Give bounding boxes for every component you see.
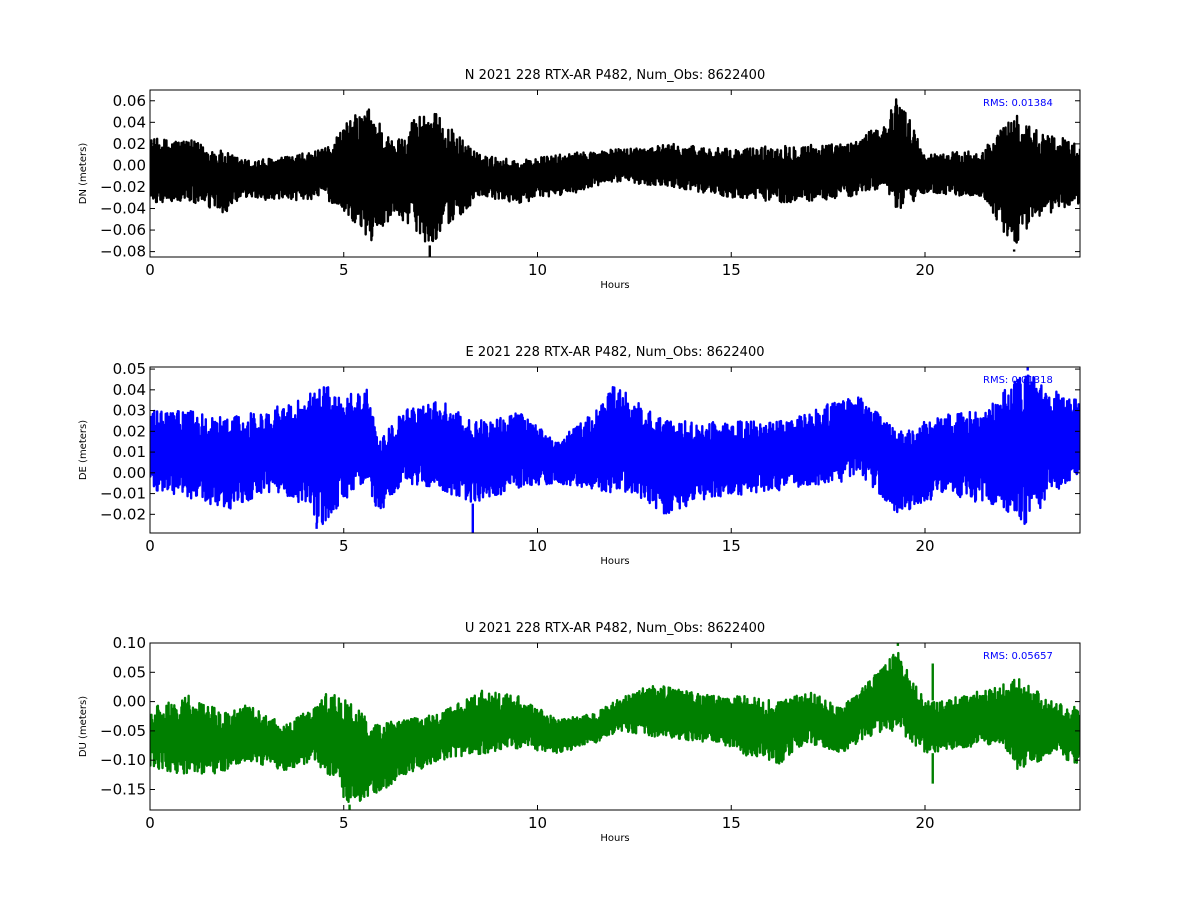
y-axis-label: DN (meters) xyxy=(78,143,89,205)
chart-title: E 2021 228 RTX-AR P482, Num_Obs: 8622400 xyxy=(466,345,765,360)
y-tick-label: 0.02 xyxy=(113,135,146,153)
axes-frame xyxy=(149,642,1081,811)
x-tick-label: 20 xyxy=(915,261,934,279)
y-tick-label: 0.04 xyxy=(113,113,146,131)
chart-title: U 2021 228 RTX-AR P482, Num_Obs: 8622400 xyxy=(465,621,765,636)
x-tick-label: 0 xyxy=(145,261,155,279)
x-axis-label: Hours xyxy=(600,556,629,567)
y-tick-label: 0.03 xyxy=(113,402,146,420)
rms-annotation: RMS: 0.01318 xyxy=(983,375,1053,386)
x-tick-label: 5 xyxy=(339,814,349,832)
x-tick-label: 15 xyxy=(722,814,741,832)
y-tick-label: −0.02 xyxy=(100,505,146,523)
y-tick-label: 0.01 xyxy=(113,443,146,461)
y-tick-label: 0.00 xyxy=(113,693,146,711)
y-tick-label: −0.15 xyxy=(100,780,146,798)
x-tick-label: 0 xyxy=(145,537,155,555)
y-tick-label: −0.10 xyxy=(100,751,146,769)
subplot-1: 0 5 10 15 20 0.05 0.04 0.03 0.02 0.01 0.00 −0.01 −0.… xyxy=(78,345,1081,567)
y-tick-label: 0.10 xyxy=(113,634,146,652)
y-axis-label: DU (meters) xyxy=(78,696,89,757)
y-tick-label: −0.01 xyxy=(100,485,146,503)
x-axis-label: Hours xyxy=(600,833,629,844)
axes-frame xyxy=(149,366,1081,534)
y-tick-label: −0.06 xyxy=(100,221,146,239)
x-tick-label: 5 xyxy=(339,537,349,555)
x-tick-label: 15 xyxy=(722,261,741,279)
series-trace xyxy=(150,98,1080,244)
subplot-2: 0 5 10 15 20 0.10 0.05 0.00 −0.05 −0.10 −0.15 U 202… xyxy=(78,621,1081,844)
x-tick-label: 10 xyxy=(528,814,547,832)
y-tick-label: 0.05 xyxy=(113,663,146,681)
x-tick-label: 10 xyxy=(528,537,547,555)
series-trace xyxy=(150,651,1080,804)
y-tick-label: 0.05 xyxy=(113,360,146,378)
y-axis-label: DE (meters) xyxy=(78,420,89,480)
chart-title: N 2021 228 RTX-AR P482, Num_Obs: 8622400 xyxy=(465,68,765,83)
x-tick-label: 20 xyxy=(915,814,934,832)
y-tick-label: 0.00 xyxy=(113,464,146,482)
y-tick-label: −0.08 xyxy=(100,243,146,261)
x-tick-label: 10 xyxy=(528,261,547,279)
x-tick-label: 15 xyxy=(722,537,741,555)
axes-frame xyxy=(149,89,1081,258)
y-tick-label: −0.04 xyxy=(100,200,146,218)
series-trace xyxy=(150,374,1080,526)
x-tick-label: 0 xyxy=(145,814,155,832)
y-tick-label: 0.02 xyxy=(113,422,146,440)
subplot-0: 0 5 10 15 20 0.06 0.04 0.02 0.00 −0.02 −0.04 −0.06 −… xyxy=(78,68,1081,291)
y-tick-label: −0.05 xyxy=(100,722,146,740)
x-tick-label: 5 xyxy=(339,261,349,279)
rms-annotation: RMS: 0.01384 xyxy=(983,98,1053,109)
x-tick-label: 20 xyxy=(915,537,934,555)
y-tick-label: 0.06 xyxy=(113,92,146,110)
rms-annotation: RMS: 0.05657 xyxy=(983,651,1053,662)
y-tick-label: 0.00 xyxy=(113,156,146,174)
y-tick-label: −0.02 xyxy=(100,178,146,196)
x-axis-label: Hours xyxy=(600,280,629,291)
y-tick-label: 0.04 xyxy=(113,381,146,399)
